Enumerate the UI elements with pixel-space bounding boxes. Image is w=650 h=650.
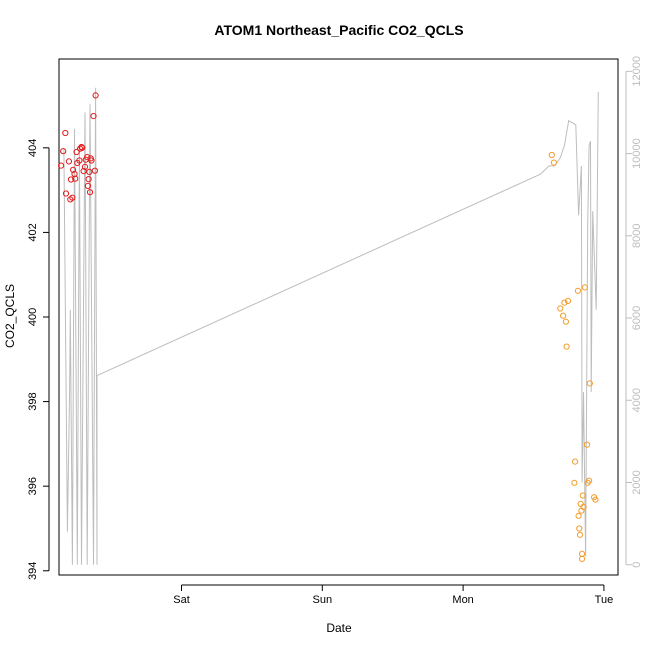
series-2-point [586, 477, 593, 484]
series-2-point [564, 297, 572, 304]
series-1-point [60, 148, 67, 155]
y-tick-label: 400 [27, 308, 39, 326]
y-tick-label: 402 [27, 223, 39, 241]
series-1-point [91, 167, 99, 174]
series-1-point [84, 154, 91, 161]
series-2-point [583, 441, 591, 448]
series-1-point [85, 176, 92, 183]
series-1-point [62, 190, 70, 197]
y2-tick-label: 10000 [631, 138, 643, 169]
series-2-point [562, 318, 570, 325]
series-1-point [86, 189, 94, 196]
y2-tick-label: 8000 [631, 224, 643, 248]
series-1-point [65, 158, 73, 165]
series-1-point [78, 143, 85, 151]
x-tick-label: Sat [173, 594, 190, 606]
x-axis-label: Date [326, 621, 352, 635]
series-2-point [572, 458, 579, 465]
series-1-point [84, 182, 92, 189]
y-tick-label: 398 [27, 392, 39, 410]
series-1-point [76, 157, 83, 164]
series-1-point [80, 168, 87, 175]
y-tick-label: 394 [27, 562, 39, 580]
series-1-point [81, 163, 89, 170]
y-axis-label: CO2_QCLS [3, 284, 17, 348]
y2-tick-label: 6000 [631, 306, 643, 330]
series-2-point [548, 151, 555, 159]
series-1-point [58, 162, 65, 169]
plot-frame [58, 58, 619, 576]
series-1-point [88, 157, 95, 164]
series-1-point [79, 144, 86, 151]
series-2-point [579, 555, 586, 563]
series-2-point [580, 503, 587, 510]
series-2-point [574, 287, 582, 294]
series-2-point [576, 525, 583, 532]
series-2-point [550, 159, 558, 166]
series-1-point [69, 194, 76, 201]
axes-layer: 394 396 398 400 402 404 0 2000 4000 6000 8000 10000… [27, 56, 643, 606]
series-2-point [561, 299, 568, 306]
series-1-point [67, 176, 75, 183]
series-1-point [72, 175, 79, 182]
series-2-point [586, 380, 593, 387]
y2-tick-label: 12000 [631, 56, 643, 87]
series-2-point [575, 512, 582, 519]
series-1-point [90, 113, 97, 120]
y2-tick-label: 2000 [631, 470, 643, 494]
points-layer [58, 92, 599, 563]
series-1-point [62, 129, 69, 137]
series-1-point [86, 168, 93, 175]
altitude-line [63, 87, 599, 565]
series-2-point [579, 550, 586, 558]
series-2-point [576, 531, 584, 538]
chart-title: ATOM1 Northeast_Pacific CO2_QCLS [214, 22, 463, 38]
y2-tick-label: 4000 [631, 388, 643, 412]
y-tick-label: 396 [27, 477, 39, 495]
y2-tick-label: 0 [631, 562, 643, 568]
series-1-point [73, 148, 80, 156]
series-2-point [592, 496, 599, 503]
series-2-point [579, 492, 586, 499]
x-tick-label: Sun [313, 594, 333, 606]
series-2-point [571, 479, 578, 486]
altitude-layer [63, 87, 599, 565]
series-1-point [92, 92, 99, 99]
series-2-point [581, 284, 589, 291]
series-2-point [563, 343, 570, 350]
series-2-point [560, 312, 567, 319]
x-tick-label: Tue [595, 594, 614, 606]
series-2-point [557, 305, 564, 312]
series-1-point [70, 166, 77, 173]
y-tick-label: 404 [27, 139, 39, 157]
x-tick-label: Mon [452, 594, 473, 606]
